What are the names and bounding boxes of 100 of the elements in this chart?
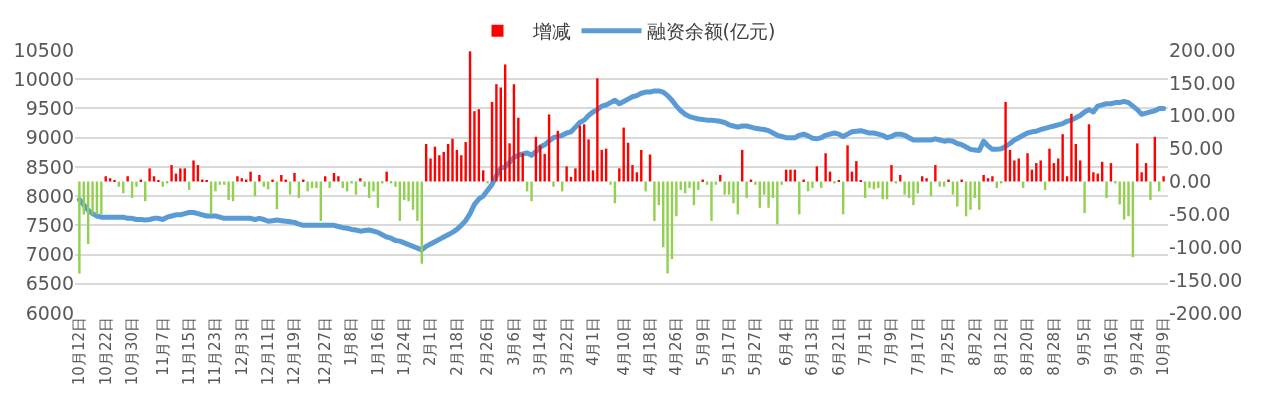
x-tick-label: 8月28日 (1044, 317, 1063, 376)
bar (947, 179, 950, 182)
bar (148, 168, 151, 182)
bar (284, 179, 287, 182)
bar (429, 158, 432, 182)
bar (574, 168, 577, 182)
bar (473, 111, 476, 182)
bar (236, 176, 239, 182)
bar (1070, 113, 1073, 182)
bar (337, 176, 340, 182)
y-tick-label: 7000 (25, 243, 74, 266)
x-tick-label: 8月2日 (965, 317, 984, 367)
x-tick-label: 3月22日 (557, 317, 576, 376)
bar (359, 178, 362, 182)
bar (78, 181, 81, 274)
bar (508, 143, 511, 182)
bar (179, 168, 182, 182)
x-tick-label: 6月4日 (776, 317, 795, 367)
bar (240, 178, 244, 182)
bar (486, 181, 489, 184)
legend-label: 增减 (531, 20, 571, 43)
bar (416, 181, 419, 221)
x-tick-label: 12月3日 (232, 317, 251, 376)
y2-tick-label: -50.00 (1169, 203, 1231, 226)
bar (754, 181, 757, 185)
x-tick-label: 3月6日 (504, 317, 523, 367)
bar (565, 166, 568, 182)
y2-tick-label: 150.00 (1169, 71, 1236, 94)
bar (710, 181, 713, 221)
x-tick-label: 7月9日 (882, 317, 901, 367)
bar (745, 181, 748, 198)
bar (644, 181, 647, 192)
bar (328, 181, 331, 189)
bar (846, 145, 849, 182)
bar (214, 181, 217, 192)
bar (587, 139, 590, 182)
bar (1092, 172, 1095, 182)
bar (293, 172, 296, 182)
x-tick-label: 12月19日 (285, 317, 304, 386)
bar (407, 181, 410, 202)
bar (258, 174, 261, 182)
bar (776, 181, 779, 225)
bar (100, 181, 103, 215)
x-tick-label: 7月25日 (939, 317, 958, 376)
bar (1162, 176, 1165, 182)
bar (91, 181, 94, 215)
x-tick-label: 4月1日 (583, 317, 602, 367)
bar (126, 176, 129, 182)
bar (986, 178, 990, 182)
x-tick-label: 2月18日 (447, 317, 466, 376)
x-tick-label: 10月30日 (122, 317, 141, 386)
bar (903, 181, 906, 195)
x-tick-label: 8月20日 (1018, 317, 1037, 376)
bar (271, 179, 274, 182)
x-tick-label: 11月15日 (180, 317, 199, 386)
y-tick-label: 9000 (25, 126, 74, 149)
bar (249, 171, 252, 182)
bar (1140, 172, 1143, 182)
bar (675, 181, 678, 217)
bar (1127, 181, 1130, 217)
x-tick-label: 6月21日 (829, 317, 848, 376)
y2-tick-label: 200.00 (1169, 38, 1236, 61)
bar (394, 181, 397, 187)
bar (732, 181, 735, 204)
y-tick-label: 8000 (25, 184, 74, 207)
x-tick-label: 7月1日 (855, 317, 874, 367)
bar (1061, 134, 1064, 182)
bar (315, 181, 318, 189)
bar (881, 181, 884, 200)
bar (855, 161, 858, 182)
bar (890, 165, 893, 182)
y-tick-label: 7500 (25, 213, 74, 236)
bar (1013, 160, 1016, 182)
x-tick-label: 4月26日 (667, 317, 686, 376)
bar (1026, 153, 1029, 182)
bar (385, 171, 388, 182)
bar (811, 181, 814, 189)
x-tick-label: 6月13日 (803, 317, 822, 376)
bar (631, 165, 634, 182)
bar (982, 174, 985, 182)
y-tick-label: 6500 (25, 272, 74, 295)
y2-tick-label: 100.00 (1169, 104, 1236, 127)
x-tick-label: 1月8日 (342, 317, 361, 367)
bar (824, 153, 827, 182)
bar (1105, 181, 1108, 198)
x-tick-label: 4月10日 (614, 317, 633, 376)
y2-tick-label: -100.00 (1169, 235, 1243, 258)
x-tick-label: 1月16日 (368, 317, 387, 376)
bar (622, 127, 625, 182)
bar (833, 181, 836, 184)
x-tick-label: 7月17日 (908, 317, 927, 376)
bar (1149, 181, 1152, 200)
bar (991, 176, 994, 182)
y-tick-label: 9500 (25, 97, 74, 120)
legend-label: 融资余额(亿元) (646, 20, 776, 43)
x-tick-label: 12月11日 (259, 317, 278, 386)
bar (767, 181, 770, 208)
bar (1048, 148, 1051, 182)
x-tick-label: 11月23日 (206, 317, 225, 386)
x-tick-label: 5月17日 (719, 317, 738, 376)
